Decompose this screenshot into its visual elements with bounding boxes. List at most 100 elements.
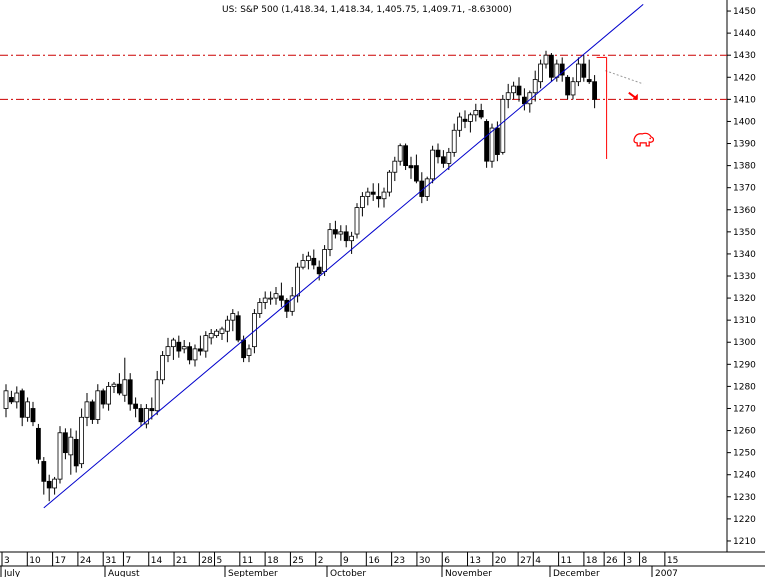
y-axis: 1210 1220 1230 1240 1250 1260 1270 1280 1290 1300… [726,0,756,552]
y-tick-label: 1220 [733,515,756,525]
candle [484,119,490,168]
y-tick-label: 1330 [733,272,756,282]
candle [440,150,446,168]
candle-body-up [170,339,176,348]
candle-body-down [516,85,522,96]
x-tick-label: 21 [176,556,187,566]
candle [84,393,90,427]
candle-body-down [278,295,284,301]
candle-body-down [332,229,338,235]
candle [165,337,171,363]
candle-body-up [392,160,398,173]
candle [160,351,166,385]
candle-body-up [3,390,9,409]
candle-body-up [505,92,511,100]
candle-body-down [46,480,52,489]
candle [197,335,203,356]
candle-body-up [451,129,457,153]
x-tick-label: 18 [586,556,598,566]
candle [586,59,592,84]
candle-body-up [262,297,268,303]
candle-body-up [95,390,101,420]
candle-body-up [84,401,90,418]
candle-body-down [90,401,95,420]
candle [311,249,317,270]
x-tick-label: 3 [4,556,10,566]
candle [511,81,517,100]
candle [381,187,387,208]
candle-body-down [133,403,139,409]
candle-body-up [165,346,171,356]
candle [467,112,473,133]
candle-body-up [230,313,236,321]
x-tick-label: 11 [242,556,253,566]
y-tick-label: 1340 [733,250,756,260]
x-month-label: August [108,569,140,577]
x-tick-label: 14 [151,556,163,566]
candle [327,223,333,257]
candle [516,77,522,102]
candle-body-up [106,385,111,405]
candle-body-down [484,121,490,162]
candle-body-down [73,438,79,467]
y-tick-label: 1350 [733,228,756,238]
candle-body-up [224,319,230,332]
candle-body-down [478,110,484,118]
candle [457,112,463,137]
candle-body-up [160,355,166,381]
candle [149,397,155,420]
candle [170,337,176,360]
candle [63,428,68,460]
candle [122,357,128,402]
x-tick-label: 24 [80,556,92,566]
candle-body-up [322,249,328,272]
candle [386,170,392,197]
candle [262,291,268,310]
x-tick-label: 30 [419,556,431,566]
candle-body-down [8,397,14,403]
candle-body-down [586,79,592,83]
candle [581,55,587,82]
x-tick-label: 25 [292,556,303,566]
annotations [596,56,655,159]
x-tick-label: 27 [520,556,531,566]
x-tick-label: 9 [343,556,349,566]
candle [52,476,57,495]
candle [370,183,376,201]
x-month-label: September [228,569,278,577]
candle-body-down [311,257,317,266]
candle [305,251,311,270]
x-tick-label: 26 [606,556,618,566]
candle [138,404,144,427]
candle [278,282,284,307]
candle-body-up [386,171,392,193]
x-month-label: December [553,569,600,577]
y-tick-label: 1290 [733,360,756,370]
candle-body-up [349,235,355,242]
candle [208,328,214,345]
candle-body-up [538,63,543,83]
candle [295,262,301,303]
candle-body-up [397,145,403,162]
candle-body-up [430,149,436,180]
candle-body-up [576,63,581,83]
candle [332,220,338,239]
candles [3,50,597,502]
candle [181,340,187,354]
x-tick-label: 4 [535,556,541,566]
candle-body-down [403,145,409,166]
candle-body-up [446,151,452,164]
candle [403,143,409,171]
candle [224,315,230,343]
x-tick-label: 31 [105,556,116,566]
candle [343,225,349,248]
candle-body-down [462,118,468,122]
y-tick-label: 1230 [733,493,756,503]
candle [8,390,14,405]
candle [127,373,133,411]
candle-body-up [14,392,20,403]
candle-body-up [457,116,463,131]
candle [36,423,41,464]
candle [68,428,74,475]
candle-body-up [359,196,365,208]
